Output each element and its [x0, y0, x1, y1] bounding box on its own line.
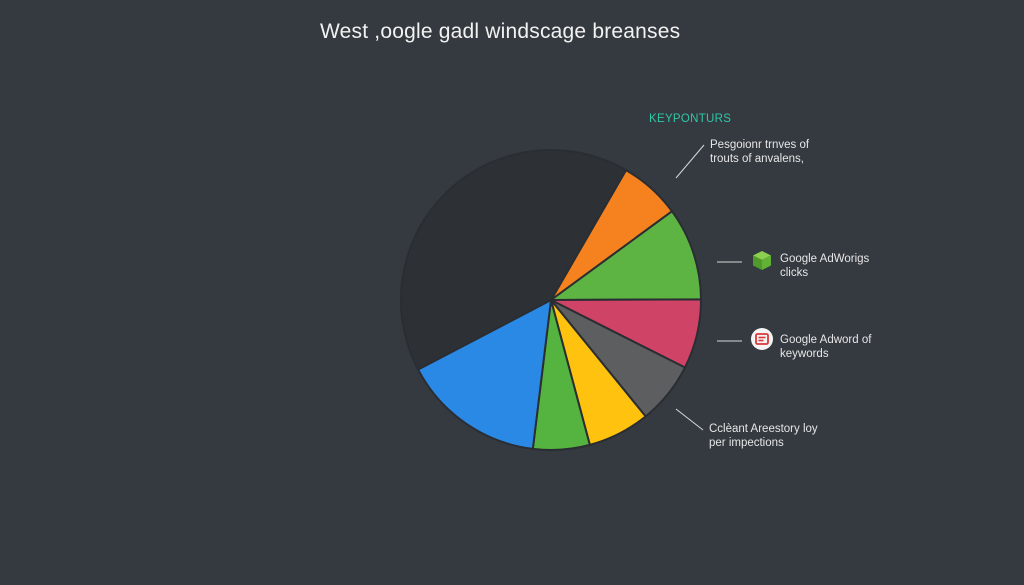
annotation-line: Google AdWorigs [780, 253, 870, 265]
pie-slice-6 [416, 298, 553, 451]
pie-slice-7 [400, 149, 628, 371]
annotation-line: trouts of anvalens, [710, 153, 804, 165]
annotation-line: Pesgoionr trnves of [710, 139, 810, 151]
annotation-impressions: Pesgoionr trnves of trouts of anvalens, [710, 138, 809, 166]
annotation-line: per impections [709, 437, 784, 449]
legend-heading: KEYPONTURS [649, 113, 732, 125]
green-cube-icon [751, 249, 773, 271]
red-badge-icon [751, 328, 773, 350]
annotation-inspections: Cclèant Areestory loy per impections [709, 422, 818, 450]
pie-slice-1 [547, 209, 703, 302]
annotation-clicks: Google AdWorigs clicks [780, 252, 869, 280]
leader-line-3 [675, 408, 704, 431]
chart-title: West ,oogle gadl windscage breanses [320, 20, 681, 43]
leader-line-0 [675, 144, 705, 179]
annotation-line: Google Adword of [780, 334, 872, 346]
annotation-line: clicks [780, 267, 809, 279]
annotation-line: Cclèant Areestory loy [709, 423, 818, 435]
annotation-line: keywords [780, 348, 829, 360]
annotation-keywords: Google Adword of keywords [780, 333, 871, 361]
